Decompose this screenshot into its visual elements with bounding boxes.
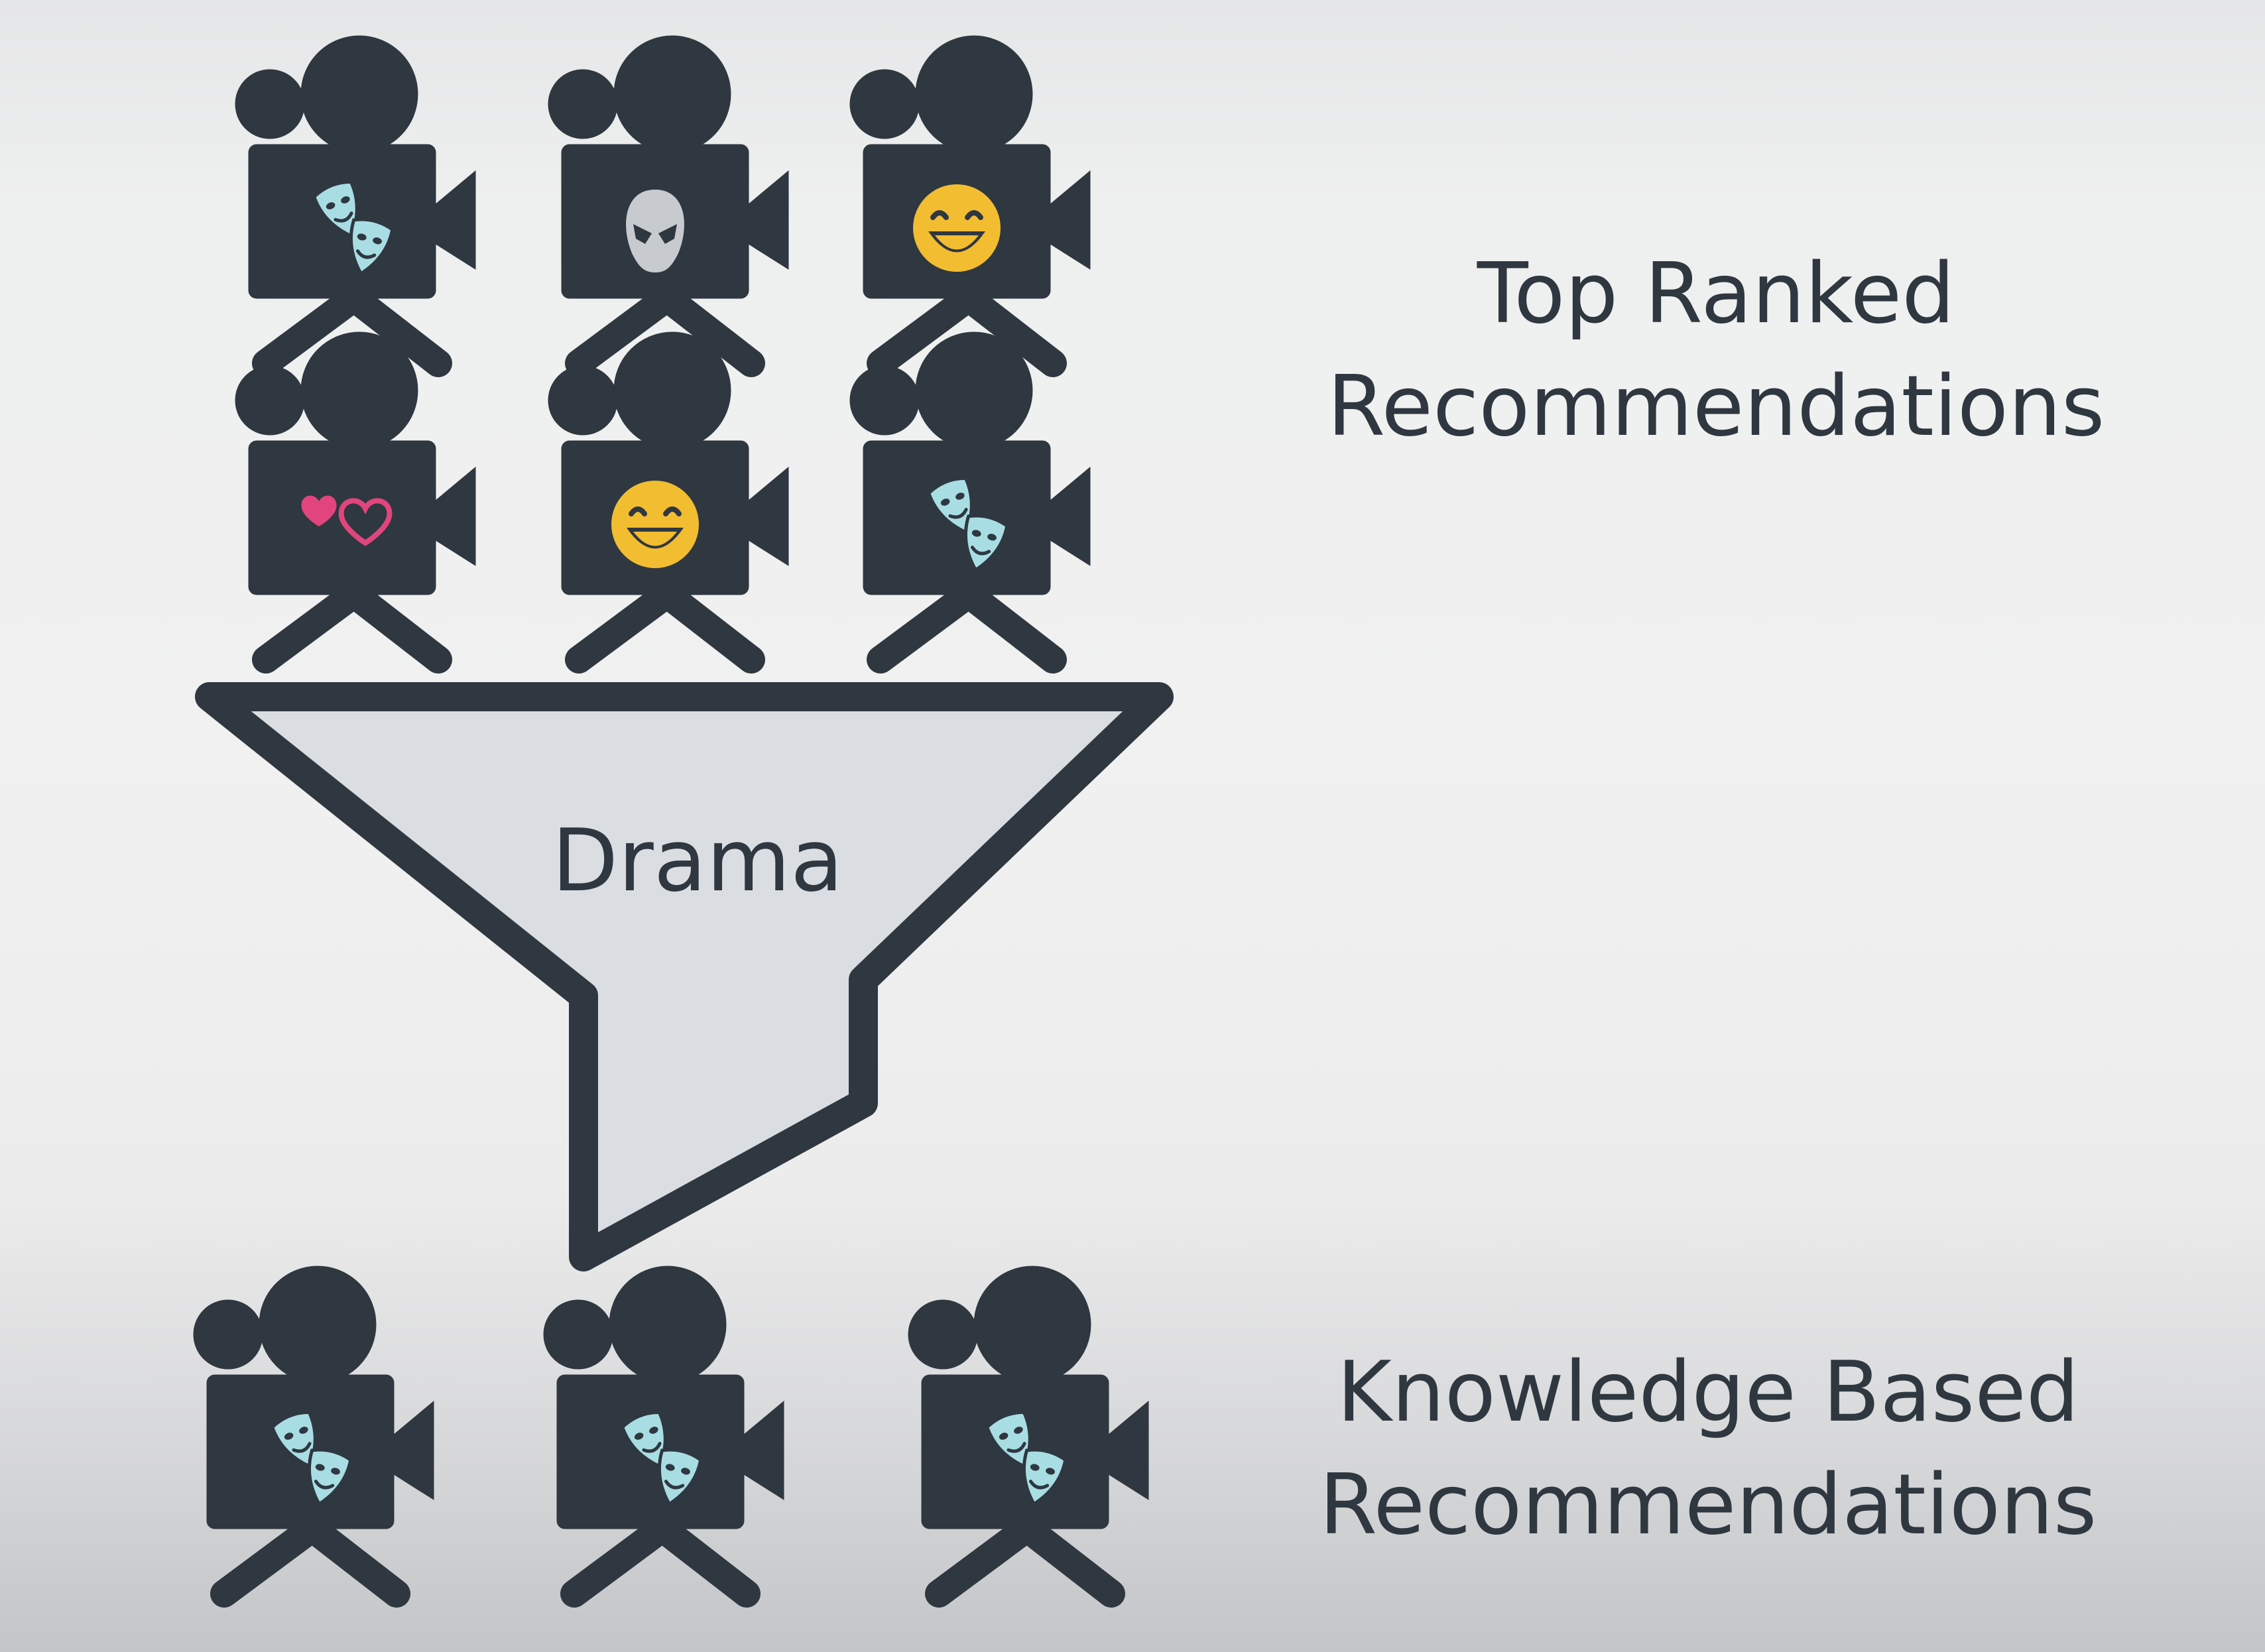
drama-masks-icon [985, 1410, 1068, 1507]
top-movie-camera-2 [548, 36, 788, 363]
smiley-icon [913, 184, 1001, 272]
drama-masks-icon [926, 476, 1009, 573]
drama-filter-funnel: Drama [195, 682, 1174, 1271]
funnel-label: Drama [552, 810, 843, 911]
top-ranked-caption-line1: Top Ranked [1477, 245, 1955, 342]
top-movie-camera-6 [850, 332, 1090, 660]
top-ranked-caption-line2: Recommendations [1327, 357, 2105, 455]
top-ranked-movies [235, 36, 1090, 660]
drama-masks-icon [270, 1410, 353, 1507]
filtered-movie-camera-3 [908, 1266, 1148, 1594]
knowledge-based-caption: Knowledge Based Recommendations [1319, 1336, 2097, 1561]
filtered-movie-camera-1 [194, 1266, 434, 1594]
knowledge-based-caption-line1: Knowledge Based [1337, 1343, 2079, 1441]
knowledge-based-caption-line2: Recommendations [1319, 1456, 2097, 1553]
knowledge-based-movies [194, 1266, 1148, 1594]
movie-camera-icon [235, 332, 475, 660]
top-movie-camera-3 [850, 36, 1090, 363]
alien-icon [626, 190, 684, 272]
hearts-icon [301, 495, 393, 546]
smiley-icon [611, 481, 699, 568]
top-ranked-caption: Top Ranked Recommendations [1327, 237, 2105, 463]
filtered-movie-camera-2 [544, 1266, 784, 1594]
funnel-shape [195, 682, 1174, 1271]
top-movie-camera-1 [235, 36, 475, 363]
drama-masks-icon [620, 1410, 703, 1507]
top-movie-camera-4 [235, 332, 475, 660]
top-movie-camera-5 [548, 332, 788, 660]
drama-masks-icon [312, 180, 395, 276]
